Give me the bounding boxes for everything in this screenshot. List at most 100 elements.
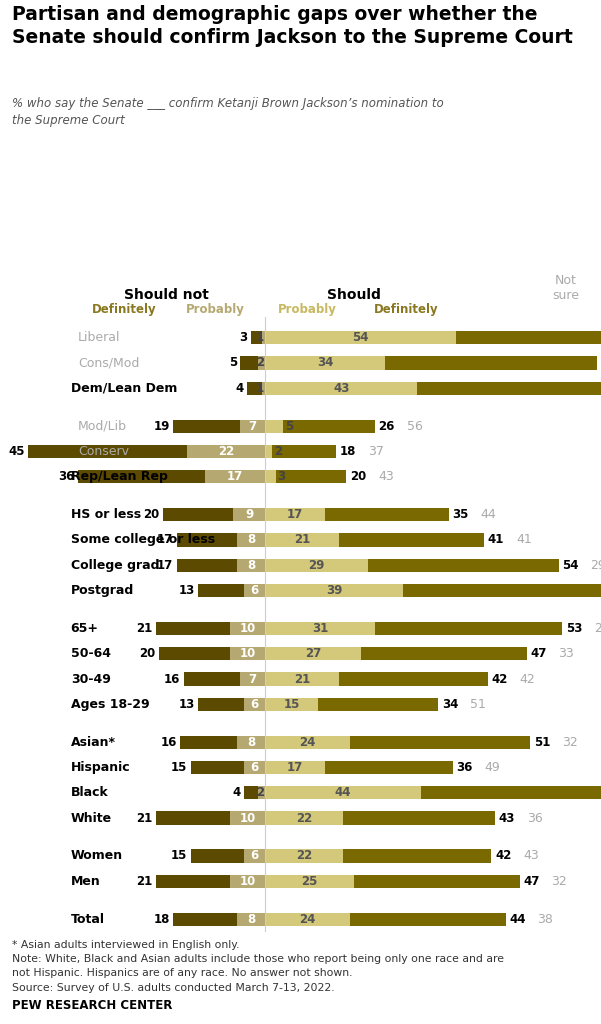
Text: 3: 3 [239,331,248,344]
Text: 4: 4 [232,786,240,800]
Text: HS or less: HS or less [71,508,141,521]
Text: 41: 41 [488,534,504,547]
Bar [173,912,265,926]
Bar [177,559,265,571]
Text: 22: 22 [296,850,312,862]
Text: 50-64: 50-64 [71,647,111,660]
Text: 39: 39 [326,584,343,597]
Text: 21: 21 [136,622,152,635]
Bar [265,420,283,433]
Text: 6: 6 [251,761,258,774]
Text: 3: 3 [278,470,285,483]
Bar [456,331,601,344]
Bar [350,735,530,749]
Text: Some college or less: Some college or less [71,534,215,547]
Text: 34: 34 [317,356,334,370]
Bar [237,534,265,547]
Text: 30-49: 30-49 [71,673,111,685]
Text: Probably: Probably [278,303,337,316]
Text: 10: 10 [239,874,255,888]
Text: 32: 32 [552,874,567,888]
Text: Not
sure: Not sure [552,274,579,302]
Bar [237,735,265,749]
Text: 26: 26 [378,420,395,433]
Text: 8: 8 [247,534,255,547]
Bar [340,534,484,547]
Bar [240,420,265,433]
Text: 13: 13 [178,697,195,711]
Bar [180,735,265,749]
Bar [385,356,597,370]
Bar [237,912,265,926]
Bar [244,761,265,774]
Text: 29: 29 [308,559,325,571]
Text: Rep/Lean Rep: Rep/Lean Rep [71,470,168,483]
Text: White: White [71,812,112,824]
Bar [240,356,265,370]
Bar [265,622,375,635]
Text: 17: 17 [287,761,304,774]
Text: 6: 6 [251,697,258,711]
Bar [184,673,265,686]
Bar [230,811,265,824]
Bar [156,874,265,888]
Text: 25: 25 [594,622,601,635]
Text: 44: 44 [481,508,496,521]
Bar [244,786,265,800]
Text: Black: Black [71,786,108,800]
Bar [265,508,325,521]
Text: 44: 44 [509,912,526,926]
Bar [248,382,265,395]
Text: 15: 15 [284,697,300,711]
Bar [230,622,265,635]
Bar [261,331,265,344]
Bar [350,912,505,926]
Bar [258,356,265,370]
Bar [265,534,340,547]
Text: 17: 17 [157,534,173,547]
Bar [340,673,488,686]
Text: 27: 27 [305,647,321,660]
Bar [265,470,276,483]
Bar [258,786,265,800]
Text: 18: 18 [153,912,169,926]
Text: 10: 10 [239,812,255,824]
Text: 21: 21 [294,673,310,685]
Text: 1: 1 [256,331,264,344]
Text: 5: 5 [285,420,293,433]
Text: 47: 47 [530,647,547,660]
Text: 7: 7 [249,673,257,685]
Text: 51: 51 [534,735,550,749]
Text: 47: 47 [523,874,540,888]
Text: 42: 42 [520,673,535,685]
Bar [177,534,265,547]
Text: 34: 34 [442,697,459,711]
Bar [191,850,265,862]
Bar [343,850,492,862]
Text: Conserv: Conserv [78,445,129,458]
Bar [265,811,343,824]
Text: 6: 6 [251,584,258,597]
Bar [156,811,265,824]
Text: 8: 8 [247,735,255,749]
Text: 36: 36 [456,761,472,774]
Text: PEW RESEARCH CENTER: PEW RESEARCH CENTER [12,999,172,1013]
Text: 43: 43 [523,850,539,862]
Text: 65+: 65+ [71,622,99,635]
Bar [28,444,265,458]
Bar [265,382,417,395]
Bar [325,508,449,521]
Text: 32: 32 [562,735,578,749]
Text: 43: 43 [378,470,394,483]
Bar [188,444,265,458]
Bar [417,382,601,395]
Text: 15: 15 [171,850,188,862]
Bar [265,912,350,926]
Bar [261,382,265,395]
Bar [233,508,265,521]
Text: 33: 33 [558,647,575,660]
Text: 43: 43 [498,812,515,824]
Bar [191,761,265,774]
Bar [265,647,361,660]
Bar [265,559,368,571]
